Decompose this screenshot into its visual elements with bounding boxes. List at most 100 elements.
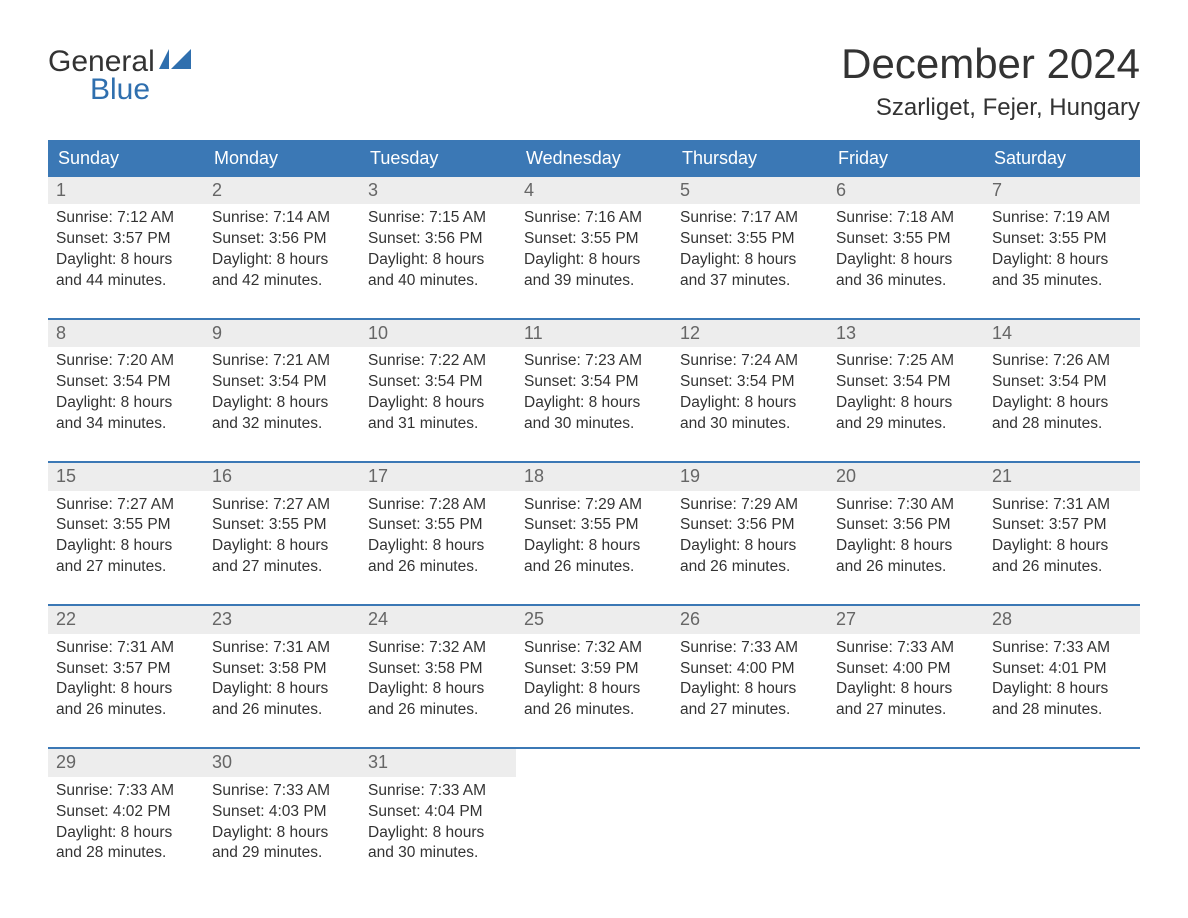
day-body: Sunrise: 7:16 AMSunset: 3:55 PMDaylight:… bbox=[516, 204, 672, 300]
day-body: Sunrise: 7:14 AMSunset: 3:56 PMDaylight:… bbox=[204, 204, 360, 300]
day-sunset: Sunset: 3:55 PM bbox=[524, 515, 664, 536]
day-sunrise: Sunrise: 7:26 AM bbox=[992, 351, 1132, 372]
day-day2: and 26 minutes. bbox=[56, 700, 196, 721]
day-day1: Daylight: 8 hours bbox=[56, 823, 196, 844]
day-sunrise: Sunrise: 7:12 AM bbox=[56, 208, 196, 229]
day-sunrise: Sunrise: 7:22 AM bbox=[368, 351, 508, 372]
day-sunset: Sunset: 3:54 PM bbox=[524, 372, 664, 393]
calendar: Sunday Monday Tuesday Wednesday Thursday… bbox=[48, 140, 1140, 872]
day-cell: 9Sunrise: 7:21 AMSunset: 3:54 PMDaylight… bbox=[204, 320, 360, 443]
day-number: 31 bbox=[360, 749, 516, 776]
day-cell: 30Sunrise: 7:33 AMSunset: 4:03 PMDayligh… bbox=[204, 749, 360, 872]
day-number: 13 bbox=[828, 320, 984, 347]
day-cell: 23Sunrise: 7:31 AMSunset: 3:58 PMDayligh… bbox=[204, 606, 360, 729]
day-cell: 7Sunrise: 7:19 AMSunset: 3:55 PMDaylight… bbox=[984, 177, 1140, 300]
day-day1: Daylight: 8 hours bbox=[992, 536, 1132, 557]
day-number: 28 bbox=[984, 606, 1140, 633]
day-day2: and 30 minutes. bbox=[368, 843, 508, 864]
day-cell: 22Sunrise: 7:31 AMSunset: 3:57 PMDayligh… bbox=[48, 606, 204, 729]
day-number: 8 bbox=[48, 320, 204, 347]
day-sunrise: Sunrise: 7:15 AM bbox=[368, 208, 508, 229]
day-sunset: Sunset: 3:58 PM bbox=[368, 659, 508, 680]
day-day2: and 31 minutes. bbox=[368, 414, 508, 435]
day-day1: Daylight: 8 hours bbox=[992, 679, 1132, 700]
day-sunrise: Sunrise: 7:30 AM bbox=[836, 495, 976, 516]
day-sunset: Sunset: 3:55 PM bbox=[836, 229, 976, 250]
day-cell: 24Sunrise: 7:32 AMSunset: 3:58 PMDayligh… bbox=[360, 606, 516, 729]
day-day1: Daylight: 8 hours bbox=[992, 393, 1132, 414]
day-day2: and 30 minutes. bbox=[680, 414, 820, 435]
day-sunrise: Sunrise: 7:33 AM bbox=[56, 781, 196, 802]
day-number: 1 bbox=[48, 177, 204, 204]
day-day1: Daylight: 8 hours bbox=[56, 679, 196, 700]
day-day1: Daylight: 8 hours bbox=[212, 536, 352, 557]
day-cell: 11Sunrise: 7:23 AMSunset: 3:54 PMDayligh… bbox=[516, 320, 672, 443]
day-number: 4 bbox=[516, 177, 672, 204]
day-number: 23 bbox=[204, 606, 360, 633]
day-body: Sunrise: 7:32 AMSunset: 3:59 PMDaylight:… bbox=[516, 634, 672, 730]
day-sunset: Sunset: 4:04 PM bbox=[368, 802, 508, 823]
day-day1: Daylight: 8 hours bbox=[992, 250, 1132, 271]
day-body: Sunrise: 7:31 AMSunset: 3:57 PMDaylight:… bbox=[48, 634, 204, 730]
day-sunrise: Sunrise: 7:33 AM bbox=[368, 781, 508, 802]
day-body: Sunrise: 7:12 AMSunset: 3:57 PMDaylight:… bbox=[48, 204, 204, 300]
day-body: Sunrise: 7:27 AMSunset: 3:55 PMDaylight:… bbox=[48, 491, 204, 587]
day-day2: and 28 minutes. bbox=[992, 414, 1132, 435]
day-sunset: Sunset: 3:55 PM bbox=[680, 229, 820, 250]
week-row: 29Sunrise: 7:33 AMSunset: 4:02 PMDayligh… bbox=[48, 747, 1140, 872]
location: Szarliget, Fejer, Hungary bbox=[841, 94, 1140, 122]
day-body: Sunrise: 7:20 AMSunset: 3:54 PMDaylight:… bbox=[48, 347, 204, 443]
day-day1: Daylight: 8 hours bbox=[524, 393, 664, 414]
day-sunset: Sunset: 3:56 PM bbox=[836, 515, 976, 536]
day-sunset: Sunset: 3:56 PM bbox=[212, 229, 352, 250]
day-day1: Daylight: 8 hours bbox=[680, 393, 820, 414]
day-day2: and 27 minutes. bbox=[212, 557, 352, 578]
day-body: Sunrise: 7:33 AMSunset: 4:00 PMDaylight:… bbox=[672, 634, 828, 730]
weekday-header: Sunday Monday Tuesday Wednesday Thursday… bbox=[48, 140, 1140, 177]
day-sunset: Sunset: 3:54 PM bbox=[56, 372, 196, 393]
day-sunrise: Sunrise: 7:33 AM bbox=[212, 781, 352, 802]
day-body: Sunrise: 7:32 AMSunset: 3:58 PMDaylight:… bbox=[360, 634, 516, 730]
day-sunset: Sunset: 3:55 PM bbox=[524, 229, 664, 250]
day-sunset: Sunset: 4:00 PM bbox=[836, 659, 976, 680]
day-number: 15 bbox=[48, 463, 204, 490]
day-cell: 2Sunrise: 7:14 AMSunset: 3:56 PMDaylight… bbox=[204, 177, 360, 300]
day-sunrise: Sunrise: 7:18 AM bbox=[836, 208, 976, 229]
day-number: 19 bbox=[672, 463, 828, 490]
day-day1: Daylight: 8 hours bbox=[56, 250, 196, 271]
day-body: Sunrise: 7:33 AMSunset: 4:02 PMDaylight:… bbox=[48, 777, 204, 873]
day-sunset: Sunset: 4:00 PM bbox=[680, 659, 820, 680]
day-cell: 17Sunrise: 7:28 AMSunset: 3:55 PMDayligh… bbox=[360, 463, 516, 586]
day-body: Sunrise: 7:33 AMSunset: 4:03 PMDaylight:… bbox=[204, 777, 360, 873]
day-body: Sunrise: 7:18 AMSunset: 3:55 PMDaylight:… bbox=[828, 204, 984, 300]
day-day2: and 26 minutes. bbox=[368, 700, 508, 721]
day-day1: Daylight: 8 hours bbox=[524, 536, 664, 557]
day-day1: Daylight: 8 hours bbox=[212, 250, 352, 271]
day-day2: and 26 minutes. bbox=[524, 700, 664, 721]
day-day1: Daylight: 8 hours bbox=[56, 393, 196, 414]
day-day2: and 40 minutes. bbox=[368, 271, 508, 292]
day-cell bbox=[516, 749, 672, 872]
logo-word2: Blue bbox=[48, 74, 193, 106]
day-cell: 25Sunrise: 7:32 AMSunset: 3:59 PMDayligh… bbox=[516, 606, 672, 729]
day-body: Sunrise: 7:23 AMSunset: 3:54 PMDaylight:… bbox=[516, 347, 672, 443]
day-number: 25 bbox=[516, 606, 672, 633]
day-sunset: Sunset: 3:57 PM bbox=[56, 659, 196, 680]
day-number: 16 bbox=[204, 463, 360, 490]
day-day1: Daylight: 8 hours bbox=[836, 393, 976, 414]
day-day2: and 26 minutes. bbox=[680, 557, 820, 578]
day-body: Sunrise: 7:31 AMSunset: 3:57 PMDaylight:… bbox=[984, 491, 1140, 587]
day-number: 18 bbox=[516, 463, 672, 490]
day-cell: 8Sunrise: 7:20 AMSunset: 3:54 PMDaylight… bbox=[48, 320, 204, 443]
day-day2: and 26 minutes. bbox=[212, 700, 352, 721]
day-sunrise: Sunrise: 7:31 AM bbox=[56, 638, 196, 659]
day-day1: Daylight: 8 hours bbox=[680, 536, 820, 557]
day-day2: and 34 minutes. bbox=[56, 414, 196, 435]
day-day2: and 26 minutes. bbox=[368, 557, 508, 578]
day-number: 9 bbox=[204, 320, 360, 347]
day-sunrise: Sunrise: 7:24 AM bbox=[680, 351, 820, 372]
weekday-label: Thursday bbox=[672, 140, 828, 177]
day-day2: and 26 minutes. bbox=[992, 557, 1132, 578]
day-day1: Daylight: 8 hours bbox=[836, 679, 976, 700]
day-cell: 10Sunrise: 7:22 AMSunset: 3:54 PMDayligh… bbox=[360, 320, 516, 443]
